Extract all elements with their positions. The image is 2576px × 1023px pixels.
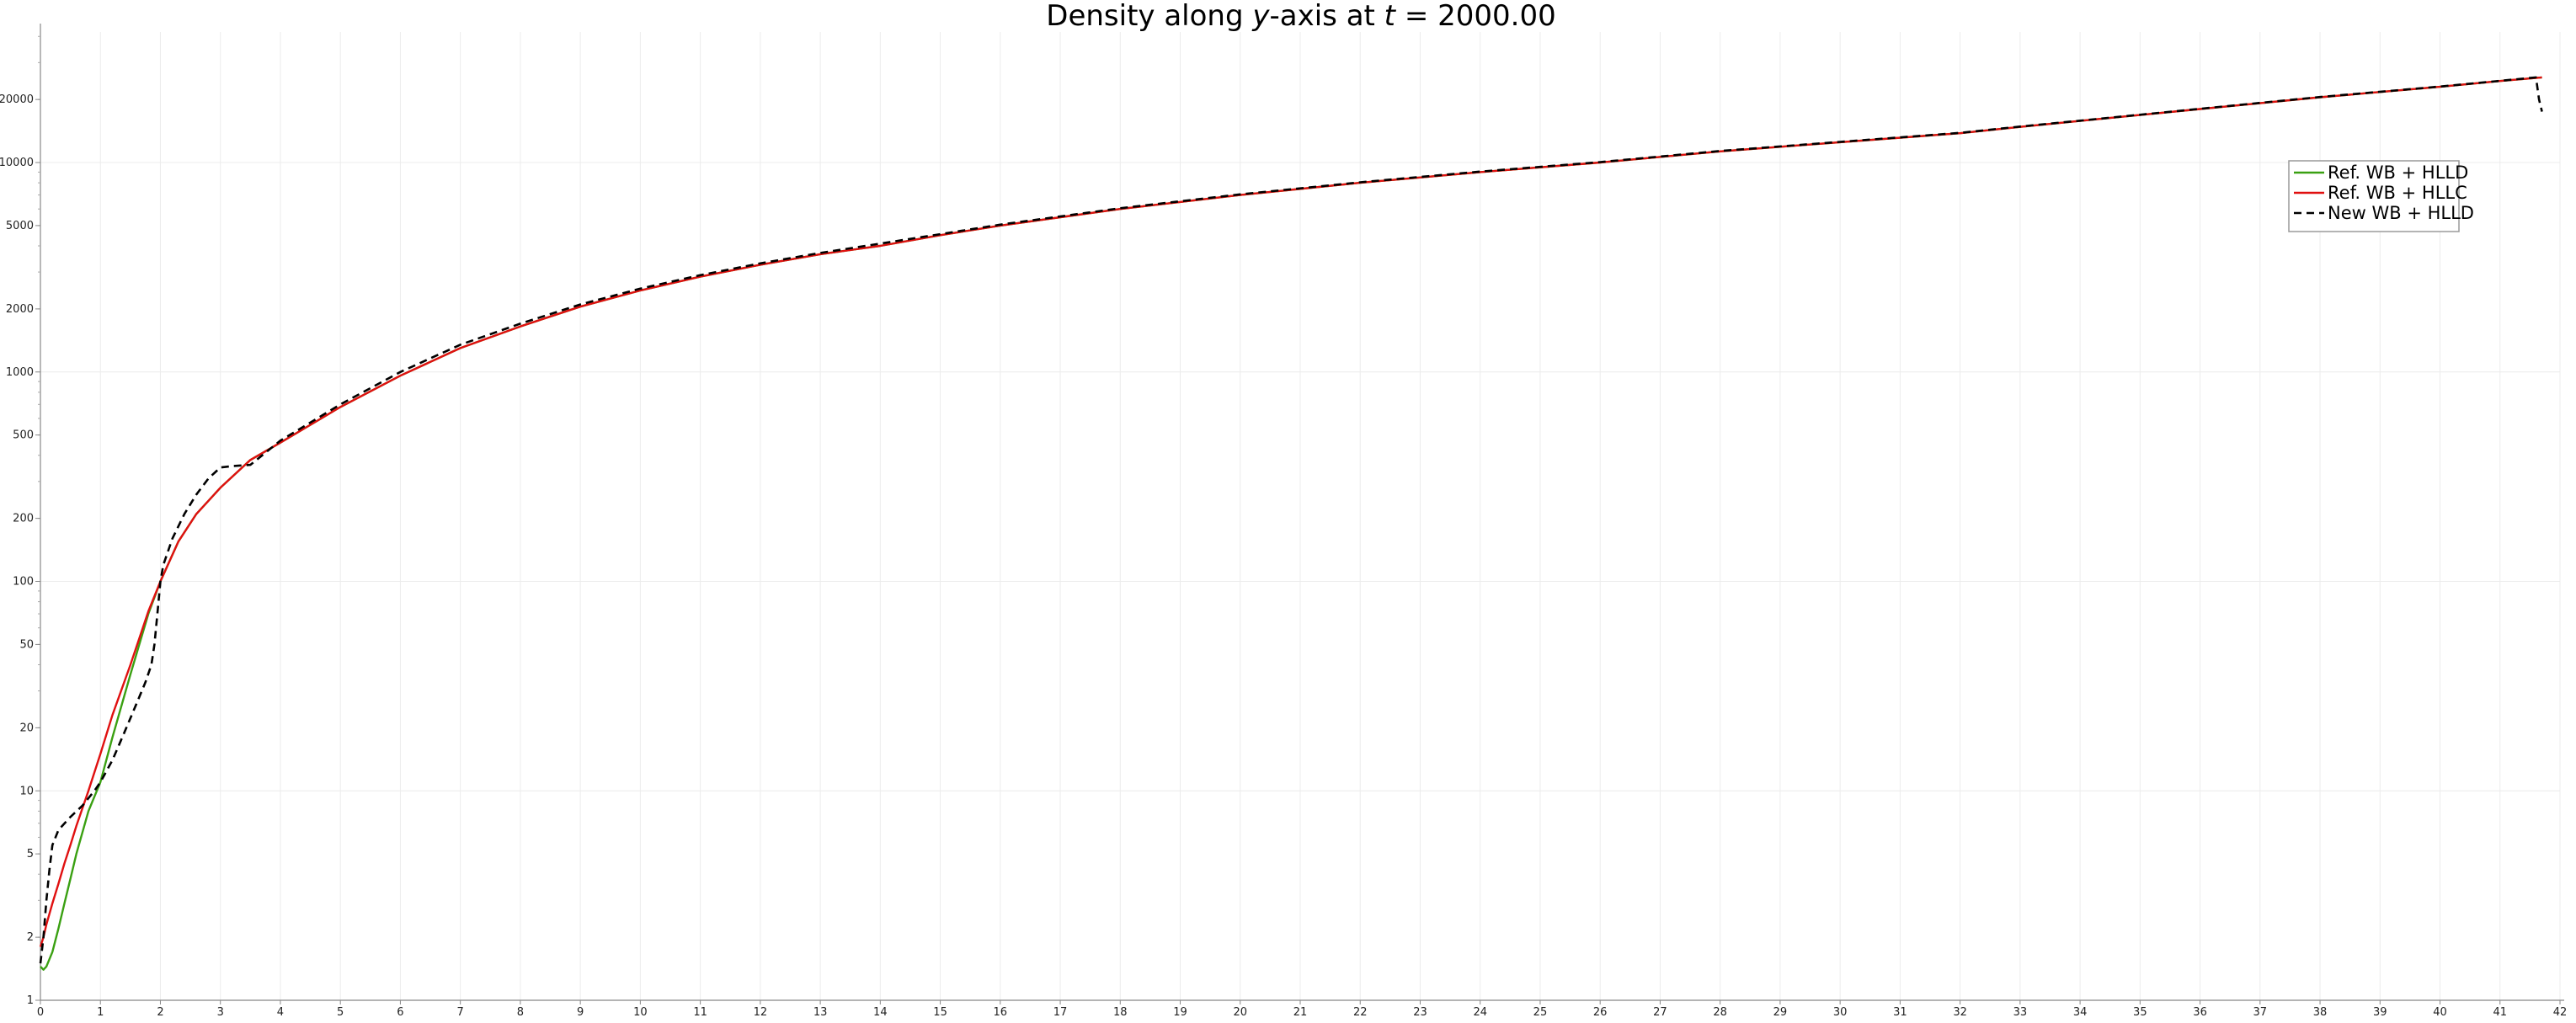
legend-label: New WB + HLLD: [2328, 203, 2474, 223]
x-tick-label: 8: [517, 1006, 524, 1019]
x-tick-label: 40: [2433, 1006, 2447, 1019]
series-line-1: [40, 76, 2542, 971]
chart-title: Density along y-axis at t = 2000.00: [1046, 0, 1555, 33]
title-prefix: Density along: [1046, 0, 1252, 33]
x-tick-label: 2: [157, 1006, 163, 1019]
x-tick-label: 29: [1773, 1006, 1788, 1019]
x-tick-label: 14: [873, 1006, 888, 1019]
x-tick-label: 19: [1173, 1006, 1187, 1019]
x-tick-label: 24: [1473, 1006, 1487, 1019]
x-tick-label: 15: [933, 1006, 947, 1019]
legend-label: Ref. WB + HLLC: [2328, 183, 2467, 203]
y-tick-label: 1000: [6, 366, 34, 379]
x-tick-label: 7: [457, 1006, 464, 1019]
y-tick-label: 2: [27, 931, 34, 944]
x-tick-label: 34: [2073, 1006, 2088, 1019]
x-tick-label: 22: [1353, 1006, 1368, 1019]
x-tick-label: 27: [1653, 1006, 1667, 1019]
series-line-3: [39, 76, 2543, 964]
x-tick-label: 28: [1713, 1006, 1727, 1019]
x-tick-label: 41: [2493, 1006, 2507, 1019]
x-tick-label: 32: [1953, 1006, 1967, 1019]
x-tick-label: 23: [1413, 1006, 1427, 1019]
x-tick-label: 1: [97, 1006, 104, 1019]
y-tick-label: 10000: [0, 157, 34, 169]
title-suffix: = 2000.00: [1395, 0, 1556, 33]
legend-label: Ref. WB + HLLD: [2328, 163, 2468, 183]
y-tick-label: 200: [13, 513, 34, 525]
x-tick-label: 35: [2133, 1006, 2147, 1019]
x-tick-label: 11: [693, 1006, 707, 1019]
y-tick-label: 10: [19, 785, 34, 797]
x-tick-label: 39: [2373, 1006, 2387, 1019]
x-tick-label: 37: [2253, 1006, 2268, 1019]
axes: 0 1 2 3 4 5 6 7 8 9 10 11 12 13 14 15 16 17 18 19 20 21 22 23 24…: [0, 24, 2567, 1019]
x-tick-label: 20: [1233, 1006, 1247, 1019]
x-tick-label: 36: [2193, 1006, 2207, 1019]
y-tick-label: 5000: [6, 220, 34, 232]
x-tick-label: 16: [994, 1006, 1008, 1019]
x-tick-label: 3: [217, 1006, 224, 1019]
title-middle: -axis at: [1270, 0, 1384, 33]
title-time-var: t: [1384, 0, 1397, 33]
x-tick-label: 38: [2313, 1006, 2328, 1019]
x-tick-label: 17: [1053, 1006, 1068, 1019]
x-tick-label: 30: [1833, 1006, 1848, 1019]
y-tick-label: 5: [27, 848, 34, 860]
grid: [40, 32, 2561, 1001]
x-tick-label: 31: [1893, 1006, 1907, 1019]
series-line-2: [39, 76, 2542, 947]
y-tick-label: 100: [13, 576, 34, 589]
title-axis-var: y: [1251, 0, 1270, 33]
x-tick-label: 33: [2013, 1006, 2028, 1019]
x-tick-label: 5: [337, 1006, 344, 1019]
y-tick-label: 500: [13, 429, 34, 442]
x-tick-label: 9: [577, 1006, 584, 1019]
x-tick-label: 26: [1593, 1006, 1608, 1019]
x-tick-label: 12: [754, 1006, 768, 1019]
series-lines: [39, 76, 2543, 971]
x-tick-label: 21: [1293, 1006, 1308, 1019]
x-tick-label: 13: [813, 1006, 828, 1019]
y-tick-label: 20000: [0, 93, 34, 106]
y-tick-label: 50: [19, 638, 34, 651]
y-tick-label: 1: [27, 994, 34, 1007]
x-tick-label: 42: [2553, 1006, 2568, 1019]
x-tick-label: 6: [397, 1006, 403, 1019]
y-tick-label: 20: [19, 722, 34, 734]
x-tick-label: 18: [1113, 1006, 1128, 1019]
x-tick-label: 25: [1533, 1006, 1548, 1019]
x-tick-label: 10: [633, 1006, 648, 1019]
x-tick-label: 0: [37, 1006, 44, 1019]
x-tick-label: 4: [277, 1006, 284, 1019]
y-tick-label: 2000: [6, 303, 34, 316]
